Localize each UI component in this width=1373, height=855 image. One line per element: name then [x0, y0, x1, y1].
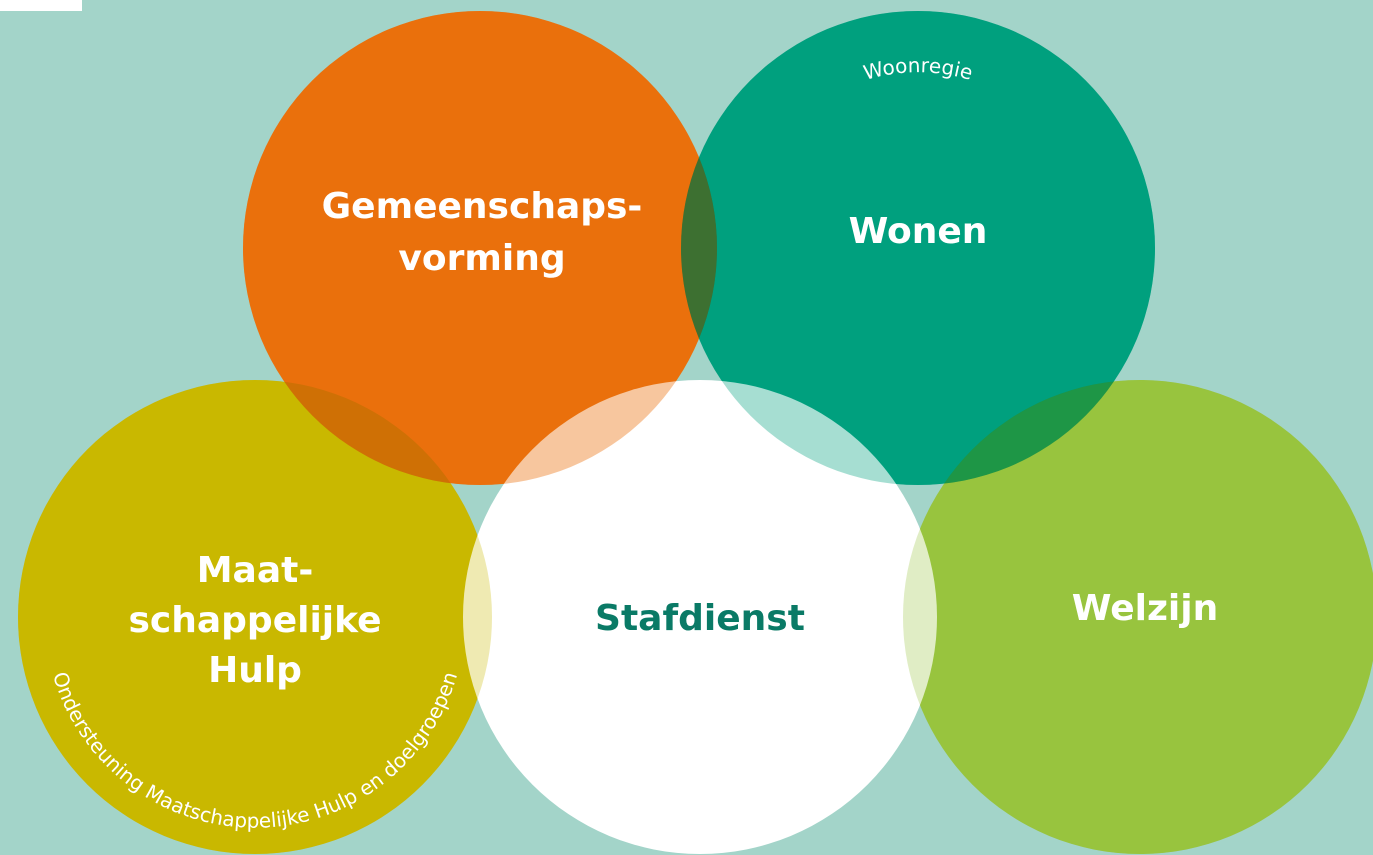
- circle-stafdienst: [463, 380, 937, 854]
- label: schappelijke: [128, 600, 381, 641]
- label: Stafdienst: [595, 598, 805, 639]
- circle-gemeenschap: [243, 11, 717, 485]
- label: Maat-: [197, 550, 314, 591]
- circle-wonen-overlay: [681, 11, 1155, 485]
- circle-hulp: [18, 380, 492, 854]
- label: Hulp: [208, 650, 302, 691]
- label: Gemeenschaps-: [322, 186, 643, 227]
- circle-gemeenschap-overlay: [243, 11, 717, 485]
- circle-welzijn-overlay: [903, 380, 1373, 854]
- label: Welzijn: [1072, 588, 1218, 629]
- label: vorming: [398, 238, 565, 279]
- corner-box: [0, 0, 82, 11]
- label: Wonen: [849, 211, 988, 252]
- circle-welzijn: [903, 380, 1373, 854]
- circle-hulp-overlay: [18, 380, 492, 854]
- circle-wonen: [681, 11, 1155, 485]
